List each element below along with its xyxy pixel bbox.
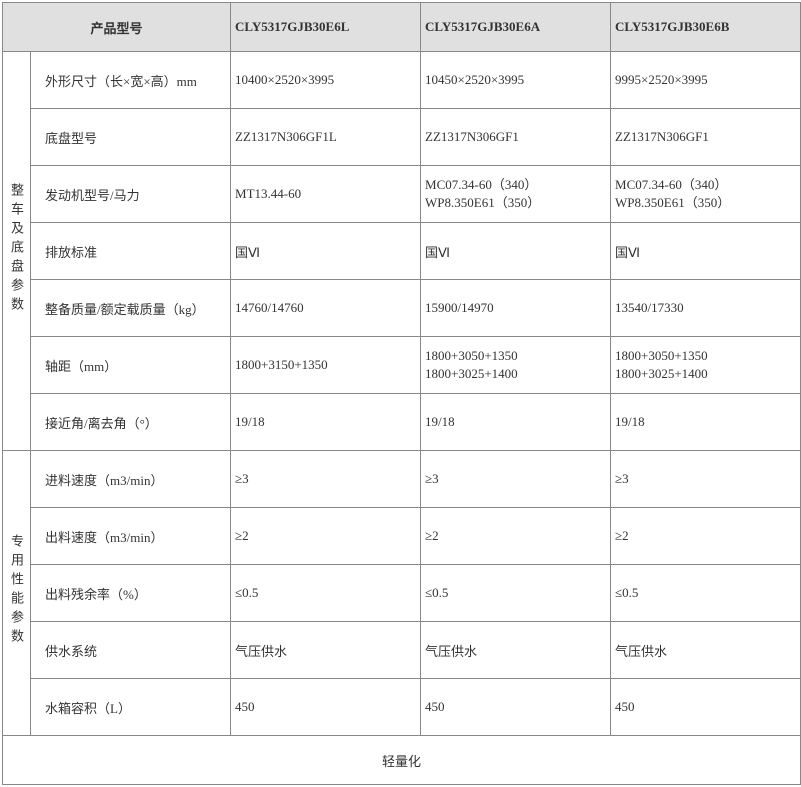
row-footer: 轻量化 [3,736,801,785]
val-residue-0: ≤0.5 [231,565,421,622]
row-mass: 整备质量/额定载质量（kg） 14760/14760 15900/14970 1… [3,280,801,337]
param-dim: 外形尺寸（长×宽×高）mm [31,52,231,109]
header-product-model: 产品型号 [3,3,231,52]
val-tank-2: 450 [611,679,801,736]
val-dim-0: 10400×2520×3995 [231,52,421,109]
param-out: 出料速度（m3/min） [31,508,231,565]
val-mass-2: 13540/17330 [611,280,801,337]
val-mass-0: 14760/14760 [231,280,421,337]
row-tank: 水箱容积（L） 450 450 450 [3,679,801,736]
val-water-2: 气压供水 [611,622,801,679]
header-model-0: CLY5317GJB30E6L [231,3,421,52]
val-emission-0: 国Ⅵ [231,223,421,280]
val-dim-2: 9995×2520×3995 [611,52,801,109]
row-residue: 出料残余率（%） ≤0.5 ≤0.5 ≤0.5 [3,565,801,622]
val-chassis-2: ZZ1317N306GF1 [611,109,801,166]
row-feed: 专用性能参数 进料速度（m3/min） ≥3 ≥3 ≥3 [3,451,801,508]
param-chassis: 底盘型号 [31,109,231,166]
val-wheelbase-1: 1800+3050+1350 1800+3025+1400 [421,337,611,394]
param-angle: 接近角/离去角（°） [31,394,231,451]
val-feed-2: ≥3 [611,451,801,508]
val-emission-1: 国Ⅵ [421,223,611,280]
val-angle-0: 19/18 [231,394,421,451]
row-out: 出料速度（m3/min） ≥2 ≥2 ≥2 [3,508,801,565]
row-chassis: 底盘型号 ZZ1317N306GF1L ZZ1317N306GF1 ZZ1317… [3,109,801,166]
val-engine-2: MC07.34-60（340） WP8.350E61（350） [611,166,801,223]
param-mass: 整备质量/额定载质量（kg） [31,280,231,337]
val-wheelbase-2: 1800+3050+1350 1800+3025+1400 [611,337,801,394]
param-emission: 排放标准 [31,223,231,280]
val-out-1: ≥2 [421,508,611,565]
val-engine-0: MT13.44-60 [231,166,421,223]
row-engine: 发动机型号/马力 MT13.44-60 MC07.34-60（340） WP8.… [3,166,801,223]
section-chassis: 整车及底盘参数 [3,52,31,451]
val-tank-0: 450 [231,679,421,736]
val-out-2: ≥2 [611,508,801,565]
val-out-0: ≥2 [231,508,421,565]
header-row: 产品型号 CLY5317GJB30E6L CLY5317GJB30E6A CLY… [3,3,801,52]
row-dim: 整车及底盘参数 外形尺寸（长×宽×高）mm 10400×2520×3995 10… [3,52,801,109]
param-water: 供水系统 [31,622,231,679]
param-tank: 水箱容积（L） [31,679,231,736]
val-mass-1: 15900/14970 [421,280,611,337]
header-model-1: CLY5317GJB30E6A [421,3,611,52]
val-angle-2: 19/18 [611,394,801,451]
val-residue-1: ≤0.5 [421,565,611,622]
row-wheelbase: 轴距（mm） 1800+3150+1350 1800+3050+1350 180… [3,337,801,394]
val-wheelbase-0: 1800+3150+1350 [231,337,421,394]
row-emission: 排放标准 国Ⅵ 国Ⅵ 国Ⅵ [3,223,801,280]
section-perf-label: 专用性能参数 [7,534,26,648]
footer-cell: 轻量化 [3,736,801,785]
param-feed: 进料速度（m3/min） [31,451,231,508]
header-model-2: CLY5317GJB30E6B [611,3,801,52]
val-angle-1: 19/18 [421,394,611,451]
val-feed-1: ≥3 [421,451,611,508]
section-chassis-label: 整车及底盘参数 [7,183,26,316]
spec-table: 产品型号 CLY5317GJB30E6L CLY5317GJB30E6A CLY… [2,2,801,785]
param-wheelbase: 轴距（mm） [31,337,231,394]
val-dim-1: 10450×2520×3995 [421,52,611,109]
param-engine: 发动机型号/马力 [31,166,231,223]
val-water-0: 气压供水 [231,622,421,679]
val-engine-1: MC07.34-60（340） WP8.350E61（350） [421,166,611,223]
val-residue-2: ≤0.5 [611,565,801,622]
val-chassis-0: ZZ1317N306GF1L [231,109,421,166]
val-emission-2: 国Ⅵ [611,223,801,280]
val-chassis-1: ZZ1317N306GF1 [421,109,611,166]
row-angle: 接近角/离去角（°） 19/18 19/18 19/18 [3,394,801,451]
val-feed-0: ≥3 [231,451,421,508]
param-residue: 出料残余率（%） [31,565,231,622]
val-water-1: 气压供水 [421,622,611,679]
row-water: 供水系统 气压供水 气压供水 气压供水 [3,622,801,679]
section-perf: 专用性能参数 [3,451,31,736]
val-tank-1: 450 [421,679,611,736]
